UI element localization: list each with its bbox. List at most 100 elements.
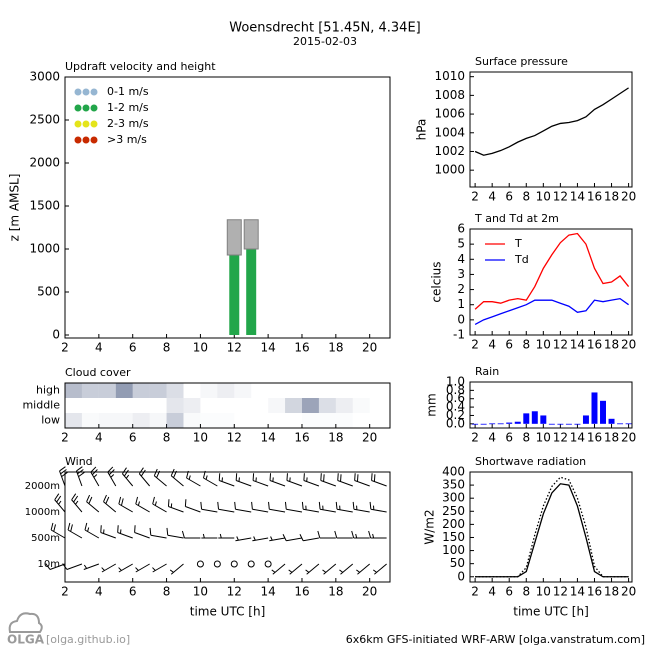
cloud-cell (200, 413, 217, 428)
x-tick-label: 4 (488, 190, 496, 204)
cloud-cell (285, 383, 302, 398)
x-tick-label: 2 (471, 431, 479, 445)
y-tick-label: 0.8 (446, 383, 465, 397)
panel-title: Wind (65, 455, 93, 468)
y-tick-label: 1008 (434, 88, 465, 102)
y-tick-label: 100 (442, 543, 465, 557)
x-tick-label: 18 (604, 431, 619, 445)
line (474, 232, 630, 310)
y-axis-label: hPa (415, 119, 429, 141)
cloud-cell (318, 398, 336, 413)
wind-barb (90, 466, 100, 487)
panel-title: Updraft velocity and height (65, 60, 216, 73)
x-tick-label: 2 (61, 585, 69, 599)
bar (565, 423, 572, 425)
line (474, 87, 629, 156)
cloud-cell (183, 383, 200, 398)
legend-dot (74, 136, 82, 144)
y-tick-label: 250 (442, 504, 465, 518)
wind-barb (75, 466, 85, 487)
y-tick-label: 2 (457, 282, 465, 296)
wind-barb (251, 501, 269, 513)
cloud-cell (353, 383, 370, 398)
cloud-cell (217, 398, 234, 413)
wind-barb (100, 525, 116, 539)
x-tick-label: 4 (95, 341, 103, 355)
wind-barb (334, 530, 353, 539)
credit: 6x6km GFS-initiated WRF-ARW [olga.vanstr… (346, 633, 645, 646)
x-tick-label: 14 (570, 431, 585, 445)
cloud-cell (268, 398, 286, 413)
wind-barb (354, 473, 370, 487)
updraft-bar (246, 248, 257, 335)
cloud-cell (370, 383, 387, 398)
cloud-cell (82, 398, 99, 413)
y-tick-label: 400 (442, 465, 465, 479)
cloud-cell (234, 413, 251, 428)
x-tick-label: 10 (536, 431, 551, 445)
cloud-cell (268, 383, 285, 398)
wind-barb (305, 563, 320, 575)
cloud-cell (65, 413, 82, 428)
wind-barb (271, 563, 286, 575)
wind-barb (234, 501, 252, 513)
bar (472, 423, 479, 425)
x-tick-label: 18 (328, 341, 343, 355)
wind-barb (167, 499, 184, 513)
bar (514, 421, 521, 424)
y-tick-label: 1.0 (446, 375, 465, 389)
cloud-cell (81, 383, 99, 398)
bar (582, 415, 589, 424)
wind-barb (84, 522, 100, 539)
x-tick-label: 6 (505, 585, 513, 599)
cloud-bar (243, 219, 259, 250)
wind-barb (373, 563, 387, 575)
level-label: 500m (31, 533, 60, 544)
calm-marker (264, 560, 272, 568)
y-axis-label: z [m AMSL] (8, 174, 22, 242)
cloud-bar (226, 219, 242, 256)
y-tick-label: 500 (37, 284, 60, 298)
x-tick-label: 16 (294, 431, 309, 445)
cloud-cell (82, 413, 99, 428)
wind-barb (356, 563, 371, 575)
x-tick-label: 6 (129, 585, 137, 599)
cloud-cell (98, 383, 116, 398)
cloud-cell (353, 413, 370, 428)
x-tick-label: 16 (587, 585, 602, 599)
x-tick-label: 20 (621, 585, 636, 599)
x-tick-label: 8 (522, 431, 530, 445)
plot-frame (64, 382, 391, 429)
logo-link[interactable]: [olga.github.io] (46, 633, 130, 646)
y-axis-label: W/m2 (423, 509, 437, 544)
wind-barb (152, 563, 167, 573)
wind-barb (217, 501, 235, 513)
x-axis-label: time UTC [h] (513, 605, 589, 619)
x-tick-label: 12 (553, 338, 568, 352)
x-tick-label: 12 (553, 190, 568, 204)
x-tick-label: 12 (227, 585, 242, 599)
wind-barb (117, 525, 133, 539)
bar (531, 411, 538, 424)
x-tick-label: 6 (505, 338, 513, 352)
x-tick-label: 18 (604, 338, 619, 352)
y-axis-label: celcius (430, 261, 444, 302)
plot-frame (469, 471, 633, 583)
page-date: 2015-02-03 (293, 35, 357, 48)
cloud-cell (99, 398, 116, 413)
wind-barb (284, 501, 303, 513)
x-tick-label: 16 (294, 341, 309, 355)
wind-barb (369, 501, 387, 513)
cloud-cell (285, 413, 302, 428)
y-tick-label: -1 (453, 328, 465, 342)
cloud-cell (285, 398, 302, 413)
cloud-cell (150, 398, 167, 413)
plot-frame (469, 381, 633, 429)
y-tick-label: 0.2 (446, 408, 465, 422)
calm-marker (213, 560, 221, 568)
line (474, 297, 629, 325)
x-tick-label: 20 (362, 585, 377, 599)
cloud-cell (115, 413, 133, 428)
wind-barb (269, 536, 286, 542)
x-tick-label: 14 (260, 585, 275, 599)
